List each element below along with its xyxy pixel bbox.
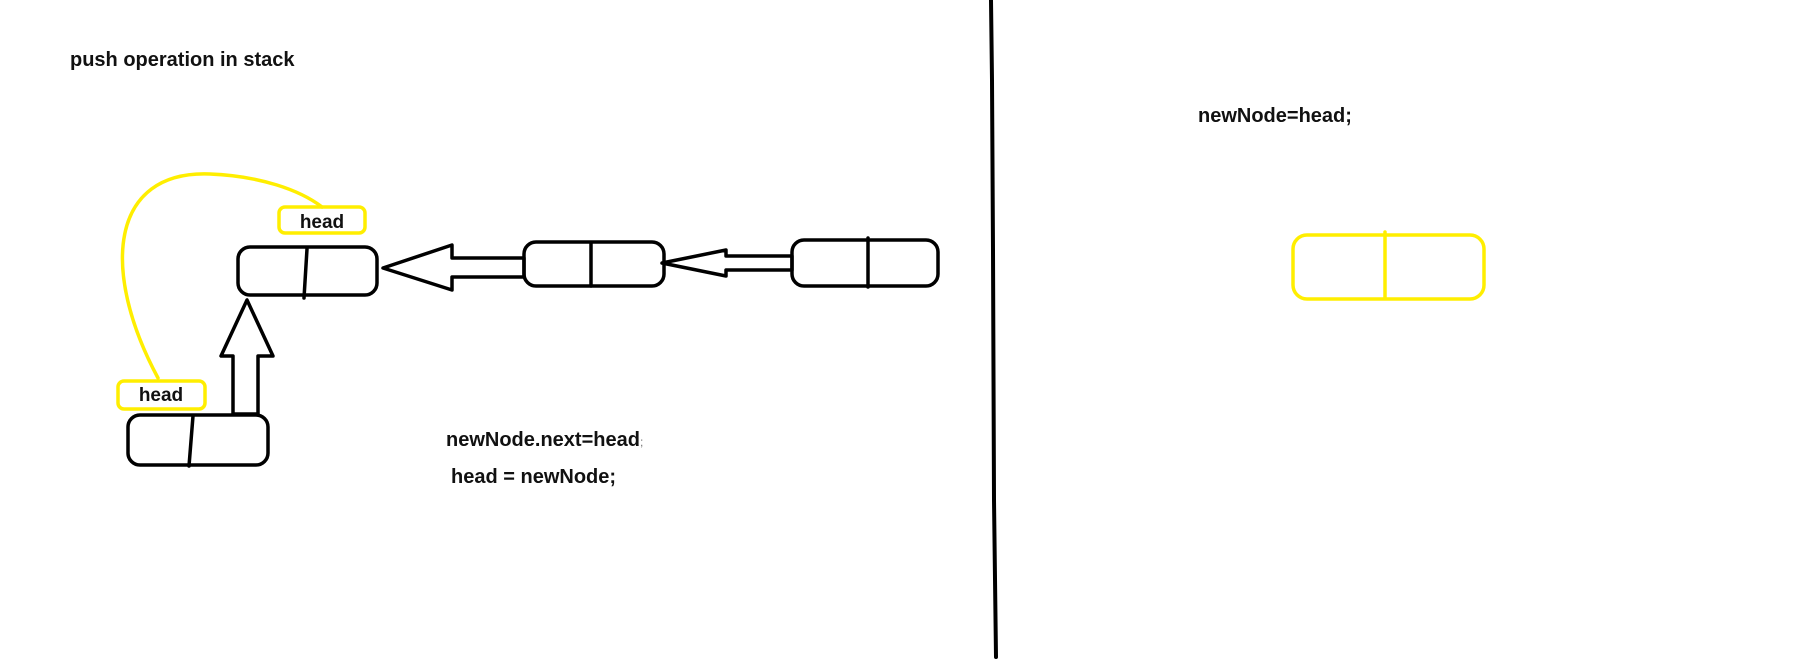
arrow-c-to-b [660, 248, 794, 278]
head-move-curve [120, 172, 324, 380]
node-b-box [522, 240, 666, 288]
arrow-b-to-a [381, 243, 526, 292]
panel-divider [989, 0, 998, 659]
head-label-top-text: head [300, 212, 344, 233]
arrow-new-to-a [219, 298, 275, 416]
head-label-top-box [277, 205, 367, 235]
right-yellow-node-box [1291, 233, 1486, 301]
code-line-next: newNode.next=head; [446, 429, 643, 451]
right-yellow-node [1291, 230, 1486, 301]
new-node [126, 413, 270, 468]
node-a-box [236, 245, 379, 297]
right-code-line: newNode=head; [1198, 105, 1352, 127]
new-node-box [126, 413, 270, 467]
head-label-bottom-text: head [139, 385, 183, 406]
node-a [236, 245, 379, 300]
code-line-next-trailing: ; [640, 435, 643, 449]
diagram-title: push operation in stack [70, 49, 295, 71]
node-c [790, 236, 940, 289]
code-line-next-main: newNode.next=head [446, 429, 640, 451]
head-label-bottom-box [116, 379, 207, 411]
node-c-box [790, 238, 940, 288]
code-line-head-assign: head = newNode; [451, 466, 616, 488]
head-label-top: head [277, 205, 367, 235]
new-node-divider [187, 414, 195, 468]
node-b [522, 240, 666, 288]
head-label-bottom: head [116, 379, 207, 411]
node-a-divider [302, 247, 309, 300]
